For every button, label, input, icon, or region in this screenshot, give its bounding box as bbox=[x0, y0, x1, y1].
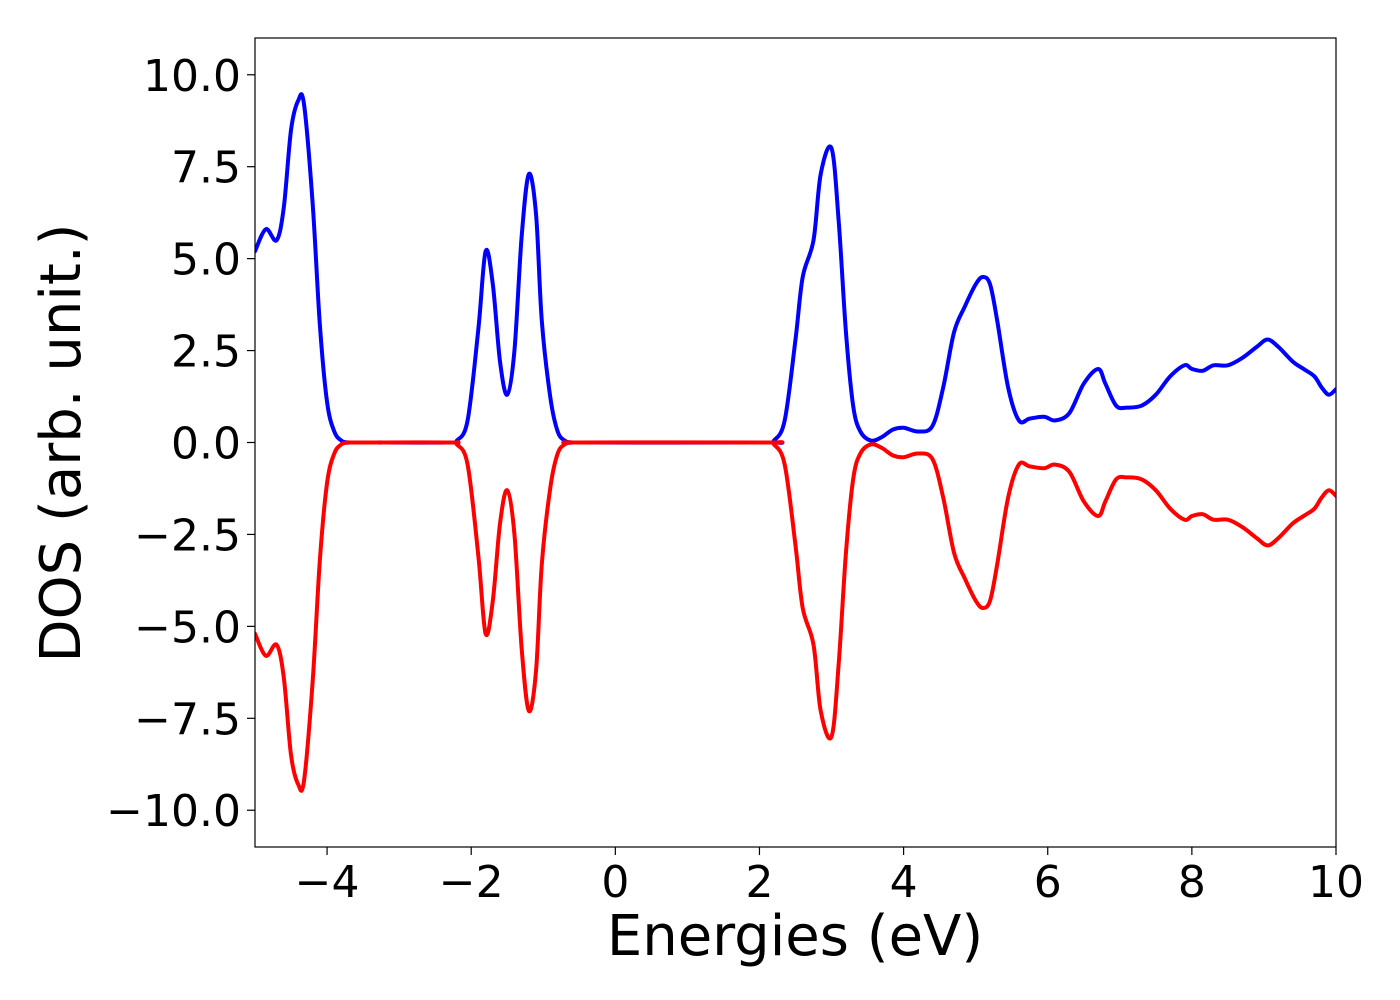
y-tick-label: 5.0 bbox=[171, 235, 241, 286]
y-tick-label: 2.5 bbox=[171, 327, 241, 378]
x-tick-label: 2 bbox=[745, 857, 773, 908]
x-tick-label: 10 bbox=[1308, 857, 1364, 908]
series-line-spin-down bbox=[255, 440, 1336, 793]
y-tick-label: 10.0 bbox=[143, 51, 241, 102]
x-axis-ticks: −4 −2 0 2 4 6 8 10 bbox=[295, 847, 1364, 908]
x-tick-label: 8 bbox=[1178, 857, 1206, 908]
x-axis-title: Energies (eV) bbox=[607, 904, 983, 969]
x-tick-label: −4 bbox=[295, 857, 360, 908]
y-tick-label: −5.0 bbox=[134, 602, 241, 653]
y-tick-label: −2.5 bbox=[134, 510, 241, 561]
x-tick-label: 4 bbox=[890, 857, 918, 908]
series-line-spin-up bbox=[255, 92, 1336, 445]
x-tick-label: 0 bbox=[601, 857, 629, 908]
y-axis-ticks: 10.0 7.5 5.0 2.5 0.0 −2.5 −5.0 −7.5 −10.0 bbox=[106, 51, 255, 837]
series-layer bbox=[255, 92, 1336, 793]
y-tick-label: −7.5 bbox=[134, 694, 241, 745]
x-tick-label: 6 bbox=[1034, 857, 1062, 908]
x-tick-label: −2 bbox=[439, 857, 504, 908]
y-tick-label: −10.0 bbox=[106, 786, 241, 837]
y-tick-label: 7.5 bbox=[171, 143, 241, 194]
y-tick-label: 0.0 bbox=[171, 419, 241, 470]
y-axis-title: DOS (arb. unit.) bbox=[29, 223, 94, 662]
